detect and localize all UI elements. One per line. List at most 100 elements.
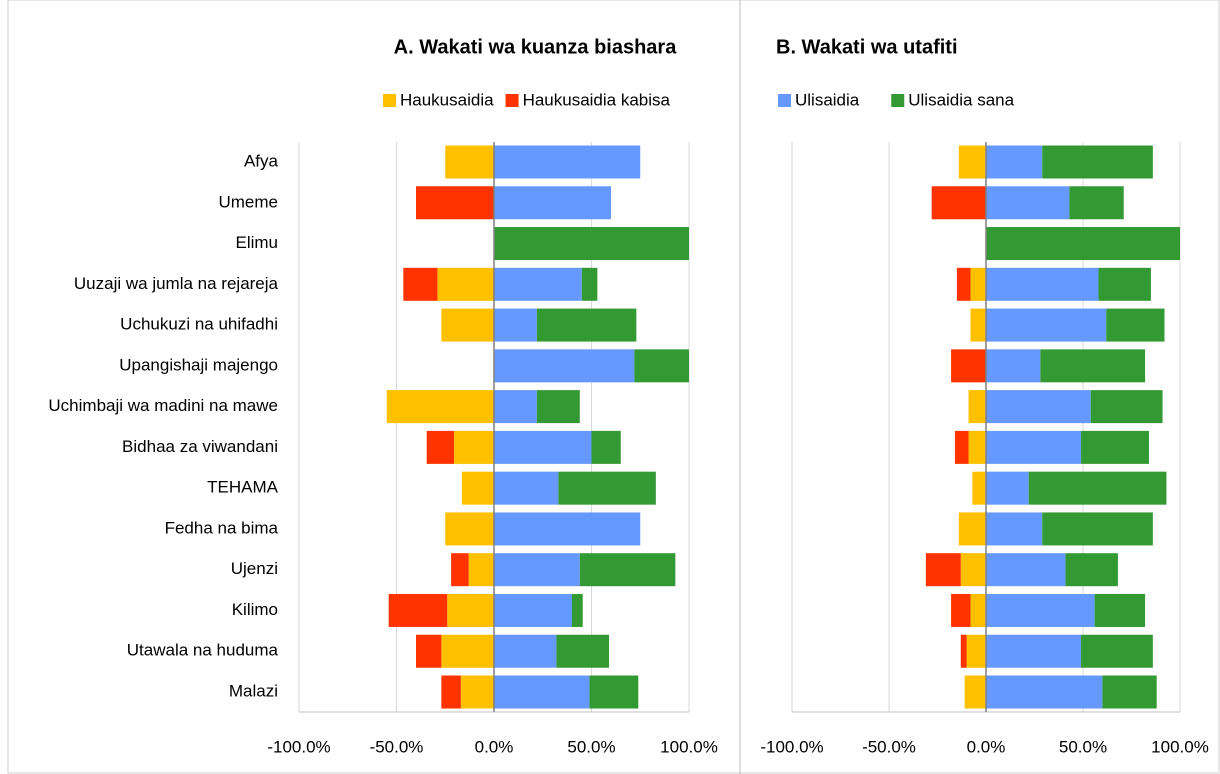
- y-tick-label: Uchimbaji wa madini na mawe: [48, 396, 278, 415]
- bar-segment: [970, 308, 986, 342]
- bar-segment: [445, 512, 494, 546]
- bar-segment: [986, 227, 1180, 261]
- bar-segment: [1065, 553, 1118, 587]
- bar-segment: [986, 593, 1095, 627]
- bar-segment: [461, 471, 494, 505]
- bar-segment: [931, 186, 986, 220]
- bar-segment: [1102, 675, 1157, 709]
- bar-segment: [460, 675, 494, 709]
- bar-segment: [986, 512, 1043, 546]
- bar-segment: [986, 308, 1107, 342]
- y-tick-label: Umeme: [218, 192, 278, 211]
- bar-segment: [447, 593, 494, 627]
- bar-segment: [951, 593, 971, 627]
- y-tick-label: Upangishaji majengo: [119, 355, 278, 374]
- x-tick-label: -50.0%: [862, 737, 916, 756]
- bar-segment: [386, 390, 494, 424]
- y-tick-label: Elimu: [235, 233, 278, 252]
- bar-segment: [986, 349, 1041, 383]
- bar-segment: [494, 430, 592, 464]
- bar-segment: [986, 430, 1082, 464]
- bar-segment: [634, 349, 689, 383]
- bar-segment: [437, 267, 494, 301]
- bar-segment: [494, 471, 559, 505]
- bar-segment: [1028, 471, 1167, 505]
- bar-segment: [968, 430, 986, 464]
- bar-segment: [468, 553, 494, 587]
- bar-segment: [972, 471, 986, 505]
- bar-segment: [964, 675, 986, 709]
- bar-segment: [536, 390, 580, 424]
- y-tick-label: Uuzaji wa jumla na rejareja: [74, 274, 279, 293]
- y-tick-label: Uchukuzi na uhifadhi: [120, 315, 278, 334]
- bar-segment: [1081, 430, 1149, 464]
- x-tick-label: 0.0%: [475, 737, 514, 756]
- bar-segment: [441, 675, 461, 709]
- bar-segment: [441, 308, 494, 342]
- bar-segment: [454, 430, 494, 464]
- bar-segment: [494, 186, 611, 220]
- bar-segment: [589, 675, 639, 709]
- legend-swatch: [383, 94, 396, 107]
- bar-segment: [579, 553, 676, 587]
- bar-segment: [494, 267, 582, 301]
- bar-segment: [986, 267, 1099, 301]
- bar-segment: [494, 553, 580, 587]
- bar-segment: [556, 634, 610, 668]
- y-tick-label: TEHAMA: [207, 478, 279, 497]
- bar-segment: [416, 634, 442, 668]
- frame: [7, 0, 1220, 774]
- bar-segment: [451, 553, 469, 587]
- bar-segment: [1094, 593, 1146, 627]
- bar-segment: [388, 593, 448, 627]
- bar-segment: [1090, 390, 1163, 424]
- y-tick-label: Fedha na bima: [165, 518, 279, 537]
- bar-segment: [958, 145, 986, 179]
- chart-title: B. Wakati wa utafiti: [776, 36, 958, 58]
- x-tick-label: -50.0%: [370, 737, 424, 756]
- bar-segment: [445, 145, 494, 179]
- bar-segment: [960, 634, 967, 668]
- y-tick-label: Kilimo: [232, 600, 278, 619]
- legend-swatch: [891, 94, 905, 107]
- x-tick-label: 0.0%: [967, 737, 1006, 756]
- bar-segment: [1069, 186, 1124, 220]
- bar-segment: [403, 267, 438, 301]
- bar-segment: [1042, 145, 1153, 179]
- y-tick-label: Utawala na huduma: [127, 641, 279, 660]
- bar-segment: [986, 186, 1070, 220]
- bar-segment: [1106, 308, 1165, 342]
- chart-title: A. Wakati wa kuanza biashara: [394, 36, 678, 58]
- bar-segment: [986, 145, 1043, 179]
- bar-segment: [1098, 267, 1151, 301]
- bar-segment: [441, 634, 494, 668]
- bar-segment: [986, 390, 1091, 424]
- legend-swatch: [505, 94, 519, 107]
- bar-segment: [494, 512, 641, 546]
- y-tick-label: Afya: [244, 151, 279, 170]
- bar-segment: [426, 430, 455, 464]
- bar-segment: [494, 145, 641, 179]
- bar-segment: [954, 430, 969, 464]
- bar-segment: [958, 512, 986, 546]
- content: A. Wakati wa kuanza biashara Haukusaidia H…: [48, 36, 1208, 756]
- bar-segment: [416, 186, 494, 220]
- legend-label: Haukusaidia: [400, 90, 494, 109]
- x-tick-label: 50.0%: [567, 737, 615, 756]
- bar-segment: [581, 267, 598, 301]
- bar-segment: [494, 390, 537, 424]
- bar-segment: [986, 634, 1082, 668]
- bar-segment: [572, 593, 583, 627]
- x-tick-label: -100.0%: [267, 737, 330, 756]
- bar-segment: [494, 349, 635, 383]
- bar-segment: [1081, 634, 1153, 668]
- bar-segment: [494, 675, 590, 709]
- bar-segment: [968, 390, 986, 424]
- bar-segment: [956, 267, 971, 301]
- bar-segment: [960, 553, 986, 587]
- bar-segment: [494, 227, 689, 261]
- y-tick-label: Malazi: [229, 681, 278, 700]
- legend-label: Ulisaidia: [795, 90, 860, 109]
- legend-label: Ulisaidia sana: [908, 90, 1014, 109]
